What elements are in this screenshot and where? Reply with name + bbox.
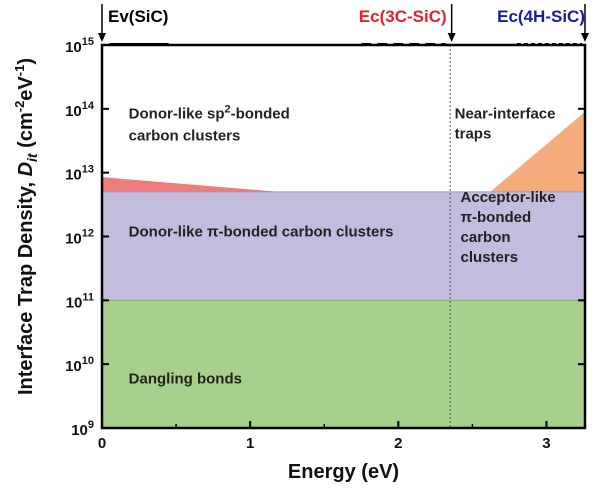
y-tick-label: 109 <box>71 419 94 439</box>
band-marker-ec-3c-sic-arrow-head <box>447 33 456 42</box>
annotation-superscript: 2 <box>225 104 231 116</box>
y-tick-base: 10 <box>71 422 88 439</box>
y-tick-label: 1012 <box>65 228 94 248</box>
y-tick-label: 1013 <box>65 164 94 184</box>
annotation-line: Donor-like π-bonded carbon clusters <box>129 223 394 240</box>
y-tick-base: 10 <box>65 39 82 56</box>
band-marker-ev-sic-label: Ev(SiC) <box>108 7 168 26</box>
region-annotation: Donor-like π-bonded carbon clusters <box>129 223 394 240</box>
y-tick-base: 10 <box>65 103 82 120</box>
region-near-interface-traps <box>490 111 585 192</box>
annotation-line: carbon <box>461 229 511 246</box>
band-marker-ev-sic-arrow-head <box>98 33 106 42</box>
y-tick-base: 10 <box>65 167 82 184</box>
x-tick-label: 1 <box>246 435 254 452</box>
y-tick-exponent: 12 <box>82 228 94 240</box>
annotation-line: Dangling bonds <box>129 370 242 387</box>
y-tick-label: 1015 <box>65 36 94 56</box>
y-axis-title-subscript: it <box>24 152 40 162</box>
y-tick-base: 10 <box>65 231 82 248</box>
y-tick-label: 1010 <box>65 355 94 375</box>
band-marker-ec-4h-sic-arrow-head <box>581 33 589 42</box>
annotation-line: Near-interface <box>455 106 556 123</box>
y-axis-title-unit: (cm <box>15 112 37 153</box>
y-axis-title-symbol: D <box>15 162 37 176</box>
y-axis-title-prefix: Interface Trap Density, <box>15 176 37 395</box>
region-donor-like-bonded-carbon-clusters <box>102 191 585 301</box>
region-annotation: Donor-like sp2-bonded carbon clusters <box>129 104 290 145</box>
y-tick-exponent: 9 <box>88 419 94 431</box>
x-tick-label: 0 <box>98 435 106 452</box>
annotation-line: Donor-like sp <box>129 106 225 123</box>
y-axis-title-unit: ) <box>15 58 37 65</box>
y-tick-exponent: 10 <box>82 355 94 367</box>
y-axis-title-exponent: -1 <box>12 65 27 77</box>
x-tick-label: 3 <box>542 435 550 452</box>
annotation-line: clusters <box>461 249 519 266</box>
region-annotation: Dangling bonds <box>129 370 242 387</box>
y-tick-base: 10 <box>65 358 82 375</box>
annotation-line: -bonded <box>231 106 290 123</box>
region-donor-like-sp2-bonded-carbon-clusters <box>102 177 280 192</box>
y-tick-exponent: 14 <box>82 100 95 112</box>
y-tick-exponent: 13 <box>82 164 94 176</box>
y-tick-label: 1014 <box>65 100 95 120</box>
y-tick-exponent: 15 <box>82 36 94 48</box>
x-tick-label: 2 <box>394 435 402 452</box>
y-tick-base: 10 <box>66 294 83 311</box>
region-dangling-bonds <box>102 300 585 428</box>
band-marker-ec-4h-sic-label: Ec(4H-SiC) <box>497 7 585 26</box>
y-axis-title: Interface Trap Density, Dit (cm-2eV-1) <box>12 58 40 395</box>
y-tick-label: 1011 <box>66 291 94 311</box>
band-marker-ec-3c-sic-label: Ec(3C-SiC) <box>359 7 447 26</box>
annotation-line: π-bonded <box>461 209 532 226</box>
annotation-line: traps <box>455 126 492 143</box>
y-axis-title-unit: eV <box>15 76 37 101</box>
y-tick-exponent: 11 <box>82 291 94 303</box>
annotation-line: Acceptor-like <box>461 189 556 206</box>
x-axis-title: Energy (eV) <box>288 461 399 483</box>
y-axis-title-exponent: -2 <box>12 101 27 113</box>
annotation-line: carbon clusters <box>129 128 241 145</box>
region-annotation: Near-interface traps <box>455 106 556 143</box>
region-annotation: Acceptor-like π-bonded carbon clusters <box>461 189 556 266</box>
